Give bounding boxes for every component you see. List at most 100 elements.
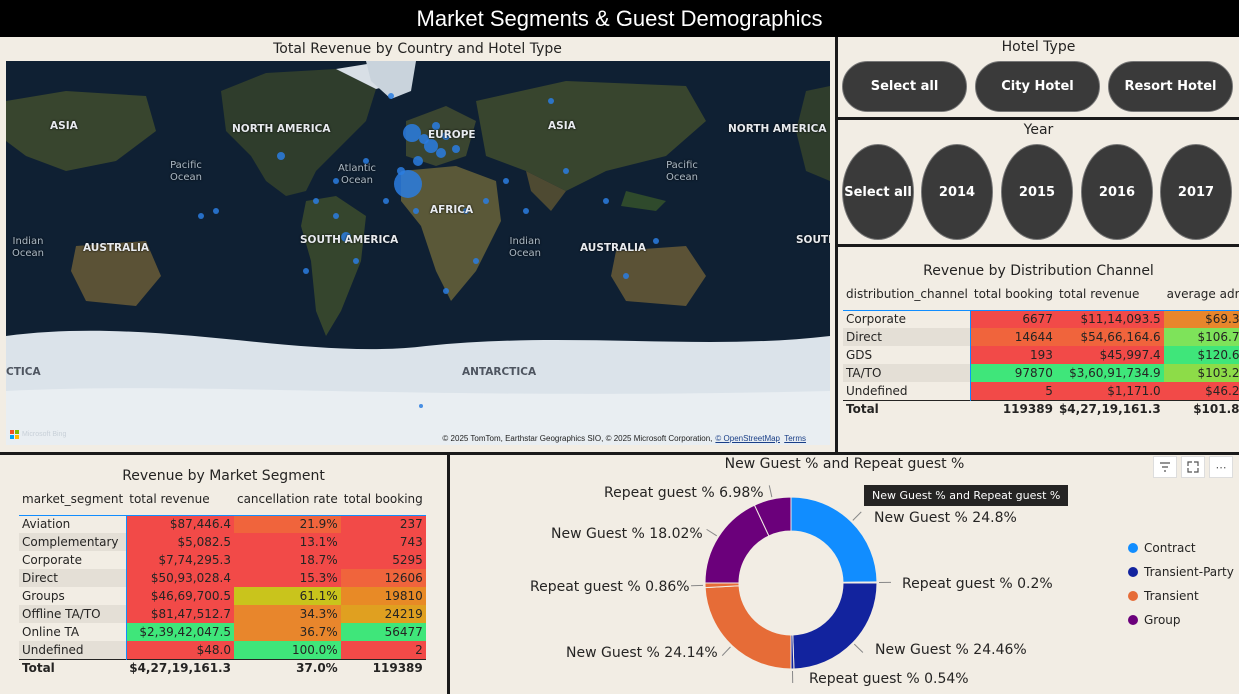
map-bubble[interactable]	[452, 145, 460, 153]
openstreetmap-link[interactable]: © OpenStreetMap	[715, 434, 780, 443]
donut-slice-group-repeat[interactable]	[753, 496, 792, 537]
legend-label-transient: Transient	[1144, 589, 1199, 603]
legend-item-transient[interactable]: Transient	[1128, 589, 1234, 603]
hotel-type-slicer[interactable]: Hotel Type Select all City Hotel Resort …	[838, 37, 1239, 117]
distribution-cell-adr: $106.7	[1163, 328, 1239, 346]
segment-row[interactable]: Groups $46,69,700.5 61.1% 19810	[19, 587, 426, 605]
distribution-channel-visual[interactable]: Revenue by Distribution Channel distribu…	[838, 247, 1239, 452]
col-total-revenue[interactable]: total revenue	[1058, 287, 1140, 301]
map-bubble[interactable]	[388, 93, 394, 99]
donut-slice-transient-new[interactable]	[704, 585, 792, 670]
map-bubble[interactable]	[353, 258, 359, 264]
world-map[interactable]: ASIA NORTH AMERICA EUROPE ASIA NORTH AME…	[6, 61, 830, 445]
market-segment-visual[interactable]: Revenue by Market Segment market_segment…	[0, 455, 447, 694]
map-bubble[interactable]	[413, 156, 423, 166]
distribution-row[interactable]: Undefined 5 $1,171.0 $46.2	[843, 382, 1239, 400]
map-bubble[interactable]	[303, 268, 309, 274]
map-bubble[interactable]	[419, 134, 429, 144]
col-cancellation-rate[interactable]: cancellation rate	[236, 492, 338, 506]
distribution-table[interactable]: distribution_channel total booking total…	[843, 283, 1239, 418]
map-bubble[interactable]	[333, 213, 339, 219]
map-bubble[interactable]	[403, 124, 421, 142]
map-bubble[interactable]	[363, 158, 369, 164]
legend-dot-contract	[1128, 543, 1138, 553]
year-slicer[interactable]: Year Select all 2014 2015 2016 2017	[838, 120, 1239, 244]
donut-slice-group-new[interactable]	[704, 504, 770, 584]
donut-slice-contract-new[interactable]	[790, 496, 878, 583]
donut-chart[interactable]	[450, 455, 1239, 694]
map-bubble[interactable]	[198, 213, 204, 219]
hotel-option-select-all[interactable]: Select all	[842, 61, 967, 112]
col-seg-total-revenue[interactable]: total revenue	[129, 492, 210, 506]
map-label-south-cut: SOUTI	[796, 234, 830, 246]
hotel-option-resort-hotel[interactable]: Resort Hotel	[1108, 61, 1233, 112]
year-option-2015[interactable]: 2015	[1001, 144, 1073, 240]
hotel-option-city-hotel[interactable]: City Hotel	[975, 61, 1100, 112]
map-bubble[interactable]	[397, 167, 405, 175]
segment-row[interactable]: Offline TA/TO $81,47,512.7 34.3% 24219	[19, 605, 426, 623]
map-bubble[interactable]	[563, 168, 569, 174]
legend-item-contract[interactable]: Contract	[1128, 541, 1234, 555]
filter-icon[interactable]	[1153, 456, 1177, 478]
year-option-2016[interactable]: 2016	[1081, 144, 1153, 240]
map-bubble[interactable]	[341, 232, 351, 242]
map-bubble[interactable]	[523, 208, 529, 214]
map-bubble[interactable]	[277, 152, 285, 160]
distribution-row[interactable]: GDS 193 $45,997.4 $120.6	[843, 346, 1239, 364]
distribution-row[interactable]: TA/TO 97870 $3,60,91,734.9 $103.2	[843, 364, 1239, 382]
map-bubble[interactable]	[413, 208, 419, 214]
map-label-antarctica: ANTARCTICA	[462, 366, 537, 378]
map-bubble[interactable]	[473, 258, 479, 264]
more-options-icon[interactable]: ⋯	[1209, 456, 1233, 478]
segment-row[interactable]: Online TA $2,39,42,047.5 36.7% 56477	[19, 623, 426, 641]
map-terms-link[interactable]: Terms	[784, 434, 806, 443]
distribution-cell-booking: 193	[970, 346, 1056, 364]
map-bubbles[interactable]	[6, 61, 830, 445]
map-bubble[interactable]	[394, 170, 422, 198]
map-bubble[interactable]	[503, 178, 509, 184]
map-bubble[interactable]	[443, 288, 449, 294]
distribution-row[interactable]: Direct 14644 $54,66,164.6 $106.7	[843, 328, 1239, 346]
segment-row[interactable]: Undefined $48.0 100.0% 2	[19, 641, 426, 659]
col-market-segment[interactable]: market_segment	[22, 492, 124, 506]
focus-mode-icon[interactable]	[1181, 456, 1205, 478]
map-bubble[interactable]	[463, 208, 469, 214]
map-bubble[interactable]	[623, 273, 629, 279]
map-bubble[interactable]	[333, 178, 339, 184]
year-option-select-all[interactable]: Select all	[842, 144, 914, 240]
segment-cell-revenue: $87,446.4	[126, 514, 234, 533]
map-bubble[interactable]	[213, 208, 219, 214]
year-option-2014[interactable]: 2014	[921, 144, 993, 240]
map-bubble[interactable]	[442, 132, 450, 140]
distribution-row-label: GDS	[843, 346, 972, 364]
map-bubble[interactable]	[436, 148, 446, 158]
map-bubble[interactable]	[432, 122, 440, 130]
segment-cell-cancel: 13.1%	[233, 533, 341, 551]
map-bubble[interactable]	[419, 404, 423, 408]
legend-item-transient-party[interactable]: Transient-Party	[1128, 565, 1234, 579]
segment-cell-booking: 5295	[340, 551, 426, 569]
segment-table[interactable]: market_segment total revenue cancellatio…	[19, 488, 426, 677]
map-bubble[interactable]	[603, 198, 609, 204]
segment-cell-cancel: 36.7%	[233, 623, 341, 641]
col-total-booking[interactable]: total booking	[973, 287, 1053, 301]
donut-slice-transient-party-new[interactable]	[792, 582, 878, 670]
guest-donut-visual[interactable]: New Guest % and Repeat guest % ⋯ New Gue…	[450, 455, 1239, 694]
segment-row[interactable]: Direct $50,93,028.4 15.3% 12606	[19, 569, 426, 587]
map-bubble[interactable]	[383, 198, 389, 204]
distribution-row[interactable]: Corporate 6677 $11,14,093.5 $69.3	[843, 309, 1239, 328]
segment-row[interactable]: Complementary $5,082.5 13.1% 743	[19, 533, 426, 551]
legend-item-group[interactable]: Group	[1128, 613, 1234, 627]
year-option-2017[interactable]: 2017	[1160, 144, 1232, 240]
col-seg-total-booking[interactable]: total booking	[343, 492, 423, 506]
distribution-title: Revenue by Distribution Channel	[923, 263, 1154, 279]
map-visual[interactable]: Total Revenue by Country and Hotel Type	[0, 37, 835, 452]
segment-row[interactable]: Corporate $7,74,295.3 18.7% 5295	[19, 551, 426, 569]
map-bubble[interactable]	[483, 198, 489, 204]
map-bubble[interactable]	[313, 198, 319, 204]
map-bubble[interactable]	[548, 98, 554, 104]
col-average-adr[interactable]: average adr	[1166, 287, 1239, 301]
map-bubble[interactable]	[653, 238, 659, 244]
segment-row[interactable]: Aviation $87,446.4 21.9% 237	[19, 514, 426, 533]
col-distribution-channel[interactable]: distribution_channel	[846, 287, 968, 301]
